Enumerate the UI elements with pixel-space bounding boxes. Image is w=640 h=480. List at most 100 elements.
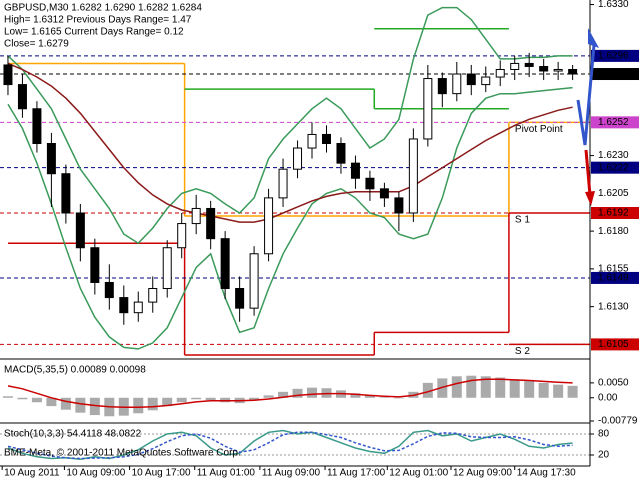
candle-body	[510, 62, 520, 70]
candle-body	[408, 138, 418, 214]
x-tick-label: 12 Aug 09:00	[453, 468, 512, 479]
y-tick-label: 20	[598, 450, 610, 461]
candle-body	[524, 62, 534, 67]
candle-body	[568, 68, 578, 75]
indicator-line	[7, 86, 573, 350]
histogram-bar	[307, 387, 318, 398]
candle-body	[495, 68, 505, 78]
histogram-bar	[191, 397, 202, 400]
histogram-bar	[46, 397, 57, 407]
histogram-bar	[278, 391, 289, 398]
y-tick-label: 1.6180	[598, 226, 629, 237]
histogram-bar	[31, 397, 42, 403]
candle-body	[119, 297, 129, 314]
candle-body	[264, 197, 274, 255]
pivot-label: S 1	[515, 215, 530, 226]
candle-body	[3, 64, 13, 86]
candle-body	[90, 247, 100, 283]
price-tag	[591, 161, 639, 174]
candle-body	[220, 238, 230, 290]
histogram-bar	[249, 397, 260, 401]
histogram-bar	[17, 397, 28, 400]
histogram-bar	[553, 384, 564, 398]
candle-body	[17, 84, 27, 110]
candle-body	[46, 143, 56, 175]
x-tick-label: 11 Aug 09:00	[262, 468, 321, 479]
candle-body	[466, 73, 476, 86]
histogram-bar	[220, 397, 231, 403]
histogram-bar	[75, 397, 86, 413]
histogram-bar	[422, 382, 433, 398]
candle-body	[249, 253, 259, 309]
y-tick-label: 0.0050	[598, 378, 629, 389]
indicator-line	[7, 6, 573, 245]
x-tick-label: 10 Aug 09:00	[66, 468, 125, 479]
candle-body	[321, 133, 331, 145]
histogram-bar	[89, 397, 100, 416]
x-tick-label: 11 Aug 17:00	[327, 468, 386, 479]
histogram-bar	[495, 377, 506, 398]
histogram-bar	[147, 397, 158, 411]
price-tag-label: 1.6284	[598, 69, 629, 80]
pivot-label: Pivot Point	[515, 124, 563, 135]
price-tag-label: 1.6222	[598, 162, 629, 173]
x-tick-label: 12 Aug 01:00	[389, 468, 448, 479]
candle-body	[61, 173, 71, 214]
forecast-arrow	[576, 44, 596, 146]
info-line: High= 1.6312 Previous Days Range= 1.47	[4, 15, 192, 26]
candle-body	[394, 197, 404, 214]
price-tag-label: 1.6296	[598, 51, 629, 62]
candle-body	[437, 78, 447, 95]
price-tag	[591, 271, 639, 284]
histogram-bar	[60, 397, 71, 410]
candle-body	[32, 108, 42, 145]
info-line: Low= 1.6165 Current Days Range= 0.12	[4, 27, 184, 38]
candle-body	[553, 68, 563, 72]
y-tick-label: 1.6330	[598, 0, 629, 10]
histogram-bar	[466, 375, 477, 398]
indicator-line	[7, 378, 573, 409]
indicator-line	[7, 62, 573, 223]
candle-body	[336, 143, 346, 164]
candle-body	[293, 147, 303, 170]
arrow-head	[588, 28, 599, 48]
candle-body	[350, 162, 360, 179]
price-tag-label: 1.6192	[598, 208, 629, 219]
histogram-bar	[350, 393, 361, 398]
histogram-bar	[2, 396, 13, 398]
copyright: BME-Meta, © 2001-2011 MetaQuotes Softwar…	[4, 448, 241, 459]
candle-body	[365, 177, 375, 190]
price-tag	[591, 49, 639, 62]
candle-body	[539, 65, 549, 72]
candle-body	[148, 288, 158, 303]
histogram-bar	[393, 397, 404, 399]
candle-body	[278, 168, 288, 199]
info-line: GBPUSD,M30 1.6282 1.6290 1.6282 1.6284	[4, 3, 202, 14]
forecast-arrow	[584, 149, 592, 196]
price-tag-label: 1.6149	[598, 273, 629, 284]
candle-body	[307, 133, 317, 149]
x-tick-label: 11 Aug 01:00	[197, 468, 256, 479]
histogram-bar	[451, 376, 462, 398]
price-tag	[591, 338, 639, 351]
candle-body	[191, 207, 201, 225]
candle-body	[133, 301, 143, 314]
pivot-label: S 2	[515, 346, 530, 357]
indicator-title: MACD(5,35,5) 0.00089 0.00098	[4, 365, 146, 376]
histogram-bar	[133, 397, 144, 414]
price-tag	[591, 206, 639, 219]
candle-body	[162, 247, 172, 290]
histogram-bar	[509, 379, 520, 398]
histogram-bar	[379, 397, 390, 398]
price-tag	[591, 68, 639, 81]
price-tag-label: 1.6105	[598, 339, 629, 350]
candle-body	[452, 73, 462, 95]
y-tick-label: 80	[598, 429, 610, 440]
histogram-bar	[263, 395, 274, 398]
indicator-title: Stoch(10,3,3) 54.4118 48.0822	[4, 429, 142, 440]
candle-body	[379, 188, 389, 199]
histogram-bar	[292, 388, 303, 398]
y-tick-label: 1.6155	[598, 264, 629, 275]
arrow-head	[585, 191, 595, 206]
